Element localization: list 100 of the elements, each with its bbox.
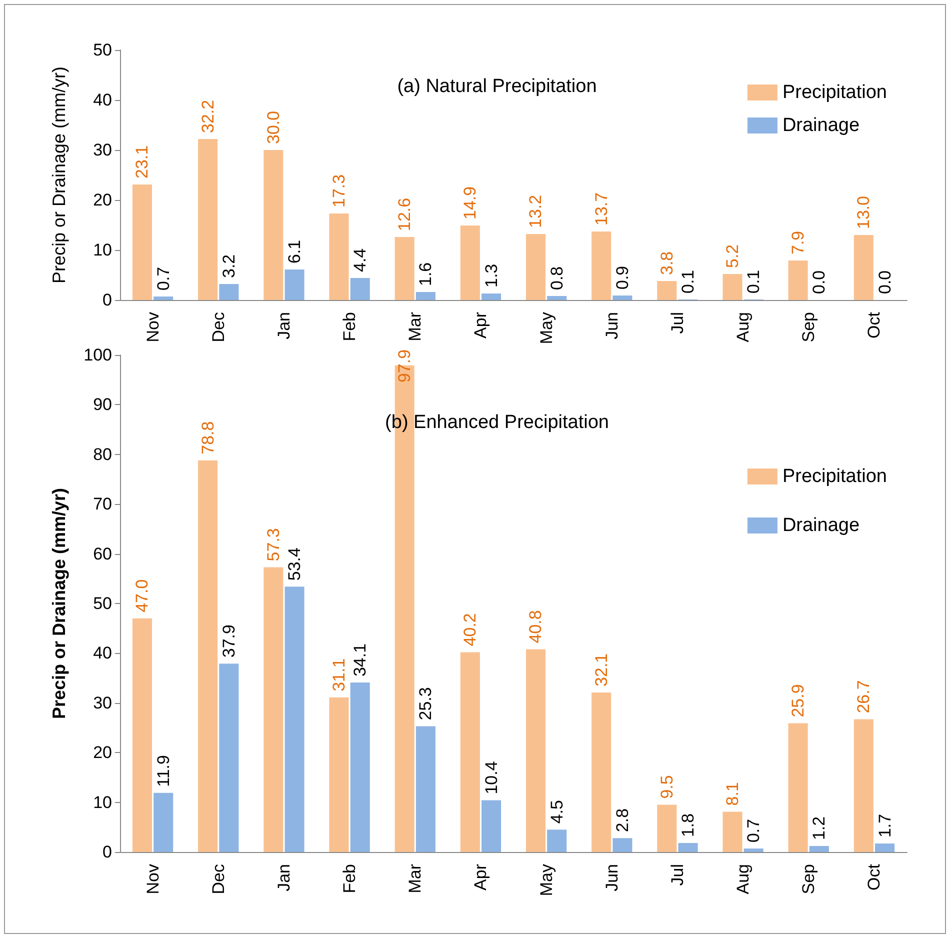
y-tick-label: 60	[93, 544, 112, 564]
x-tick-label: May	[536, 864, 556, 896]
bar	[744, 848, 764, 852]
bar	[219, 664, 239, 852]
bar	[219, 284, 239, 300]
data-label: 3.2	[219, 254, 238, 278]
data-label: 0.9	[612, 266, 632, 290]
bar	[526, 649, 546, 852]
legend-label: Drainage	[782, 515, 860, 536]
data-label: 57.3	[264, 528, 283, 562]
x-tick-label: Feb	[340, 864, 360, 894]
data-label: 2.8	[612, 808, 632, 832]
x-tick-label: Sep	[799, 312, 818, 342]
bar	[481, 294, 502, 300]
data-label: 53.4	[285, 548, 304, 581]
x-tick-label: Jun	[602, 312, 622, 340]
bar	[481, 800, 502, 852]
x-tick-label: Jul	[668, 312, 687, 334]
bar	[284, 270, 304, 300]
y-tick-label: 30	[93, 140, 112, 160]
y-axis-title: Precip or Drainage (mm/yr)	[49, 66, 69, 284]
data-label: 0.0	[875, 270, 894, 294]
data-label: 47.0	[132, 579, 152, 612]
bar	[264, 150, 284, 300]
data-label: 0.7	[154, 266, 173, 290]
data-label: 14.9	[460, 186, 480, 220]
x-tick-label: Dec	[208, 312, 228, 342]
bar	[854, 235, 874, 300]
y-tick-label: 40	[93, 90, 112, 110]
bar	[809, 846, 829, 852]
y-tick-label: 30	[93, 693, 112, 712]
bar	[788, 260, 808, 300]
x-tick-label: Feb	[340, 312, 360, 342]
data-label: 1.8	[678, 813, 698, 838]
data-label: 12.6	[395, 198, 414, 231]
data-label: 30.0	[264, 110, 283, 144]
y-tick-label: 10	[93, 792, 112, 812]
data-label: 13.0	[854, 196, 874, 229]
x-tick-label: Oct	[864, 864, 884, 890]
y-tick-label: 40	[93, 644, 112, 663]
text: (a) Natural Precipitation	[397, 76, 597, 97]
y-tick-label: 90	[93, 395, 112, 414]
data-label: 10.4	[482, 761, 501, 794]
bar	[722, 812, 742, 852]
data-label: 26.7	[854, 680, 874, 714]
data-label: 8.1	[722, 782, 742, 806]
bar	[132, 618, 152, 852]
data-label: 17.3	[329, 174, 348, 208]
legend-label: Precipitation	[782, 82, 888, 103]
bar	[788, 723, 808, 852]
bar	[264, 567, 284, 852]
bar	[132, 184, 152, 300]
x-tick-label: Mar	[406, 312, 425, 342]
data-label: 78.8	[198, 421, 218, 454]
data-label: 0.7	[744, 818, 764, 843]
bar	[154, 296, 174, 300]
bar	[722, 274, 742, 300]
data-label: 0.1	[744, 270, 764, 294]
data-label: 1.3	[482, 264, 501, 288]
x-tick-label: May	[536, 312, 556, 344]
data-label: 1.6	[416, 262, 436, 286]
legend-label: Precipitation	[782, 466, 888, 487]
x-tick-label: Dec	[208, 864, 228, 894]
data-label: 13.7	[592, 192, 611, 226]
x-tick-label: Jul	[668, 864, 687, 886]
data-label: 25.9	[788, 684, 808, 718]
y-tick-label: 100	[84, 346, 112, 364]
bar	[854, 719, 874, 852]
data-label: 11.9	[154, 755, 173, 787]
bar	[874, 844, 895, 852]
data-label: 37.9	[219, 624, 238, 658]
x-tick-label: Mar	[406, 864, 425, 894]
legend-label: Drainage	[782, 115, 860, 136]
x-tick-label: Oct	[864, 312, 884, 338]
data-label: 3.8	[657, 251, 676, 275]
x-tick-label: Jan	[274, 312, 294, 340]
data-label: 6.1	[285, 240, 304, 264]
bar	[329, 697, 349, 852]
data-label: 31.1	[329, 658, 348, 692]
x-tick-label: Jun	[602, 864, 622, 892]
data-label: 23.1	[132, 145, 152, 178]
bar	[526, 234, 546, 300]
data-label: 0.8	[547, 266, 566, 290]
y-axis-title: Precip or Drainage (mm/yr)	[49, 488, 69, 720]
bar	[460, 226, 480, 300]
bar	[416, 292, 436, 300]
bar	[547, 830, 567, 852]
y-tick-label: 70	[93, 494, 112, 514]
y-tick-label: 20	[93, 190, 112, 210]
bar	[460, 652, 480, 852]
data-label: 97.9	[395, 349, 414, 383]
bar	[657, 804, 677, 852]
bar	[350, 278, 370, 300]
y-tick-label: 0	[102, 290, 112, 310]
x-tick-label: Aug	[734, 312, 753, 342]
bar	[612, 838, 632, 852]
data-label: 0.1	[678, 270, 698, 294]
data-label: 32.2	[198, 100, 218, 133]
data-label: 25.3	[416, 687, 436, 720]
bar	[350, 682, 370, 852]
